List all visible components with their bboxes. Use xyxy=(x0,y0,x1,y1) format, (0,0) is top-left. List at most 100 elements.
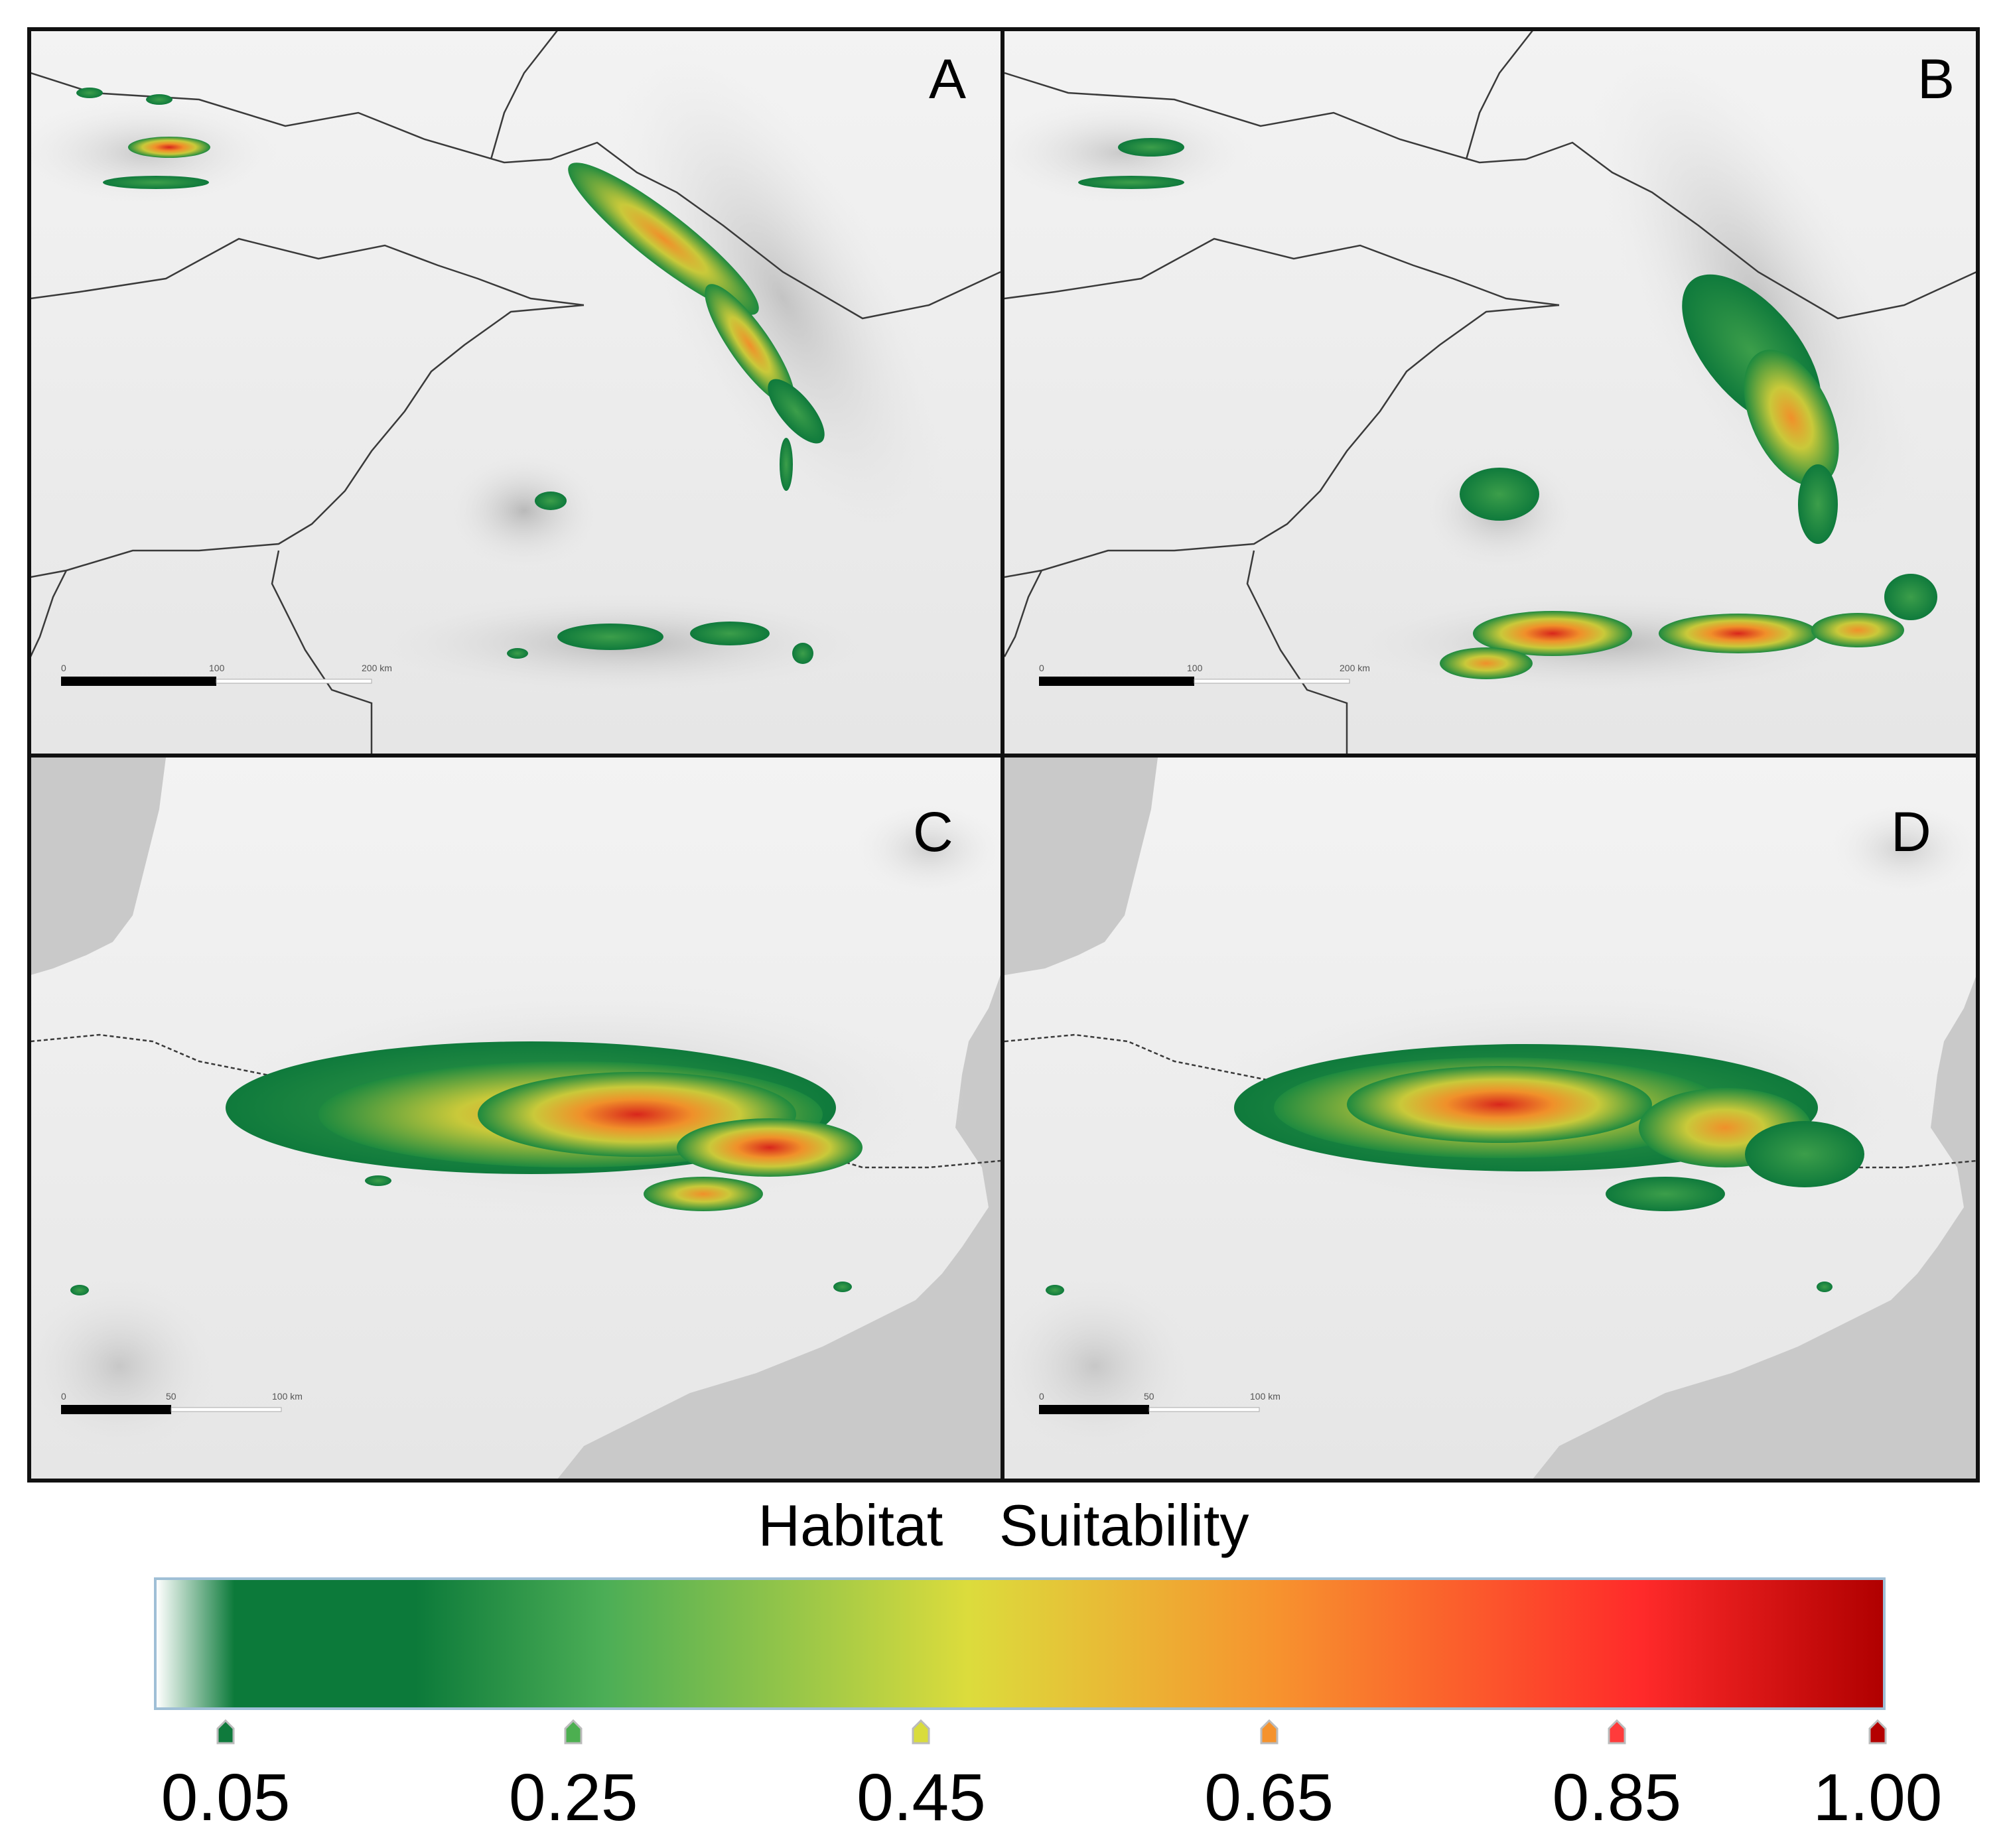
scale-tick-label: 200 km xyxy=(1340,663,1370,673)
scale-tick-label: 100 km xyxy=(272,1391,303,1402)
country-border xyxy=(1465,31,1533,160)
suitability-patch xyxy=(1606,1177,1725,1211)
legend-tick-marker xyxy=(1607,1719,1627,1745)
suitability-patch xyxy=(768,379,825,444)
legend-tick-marker xyxy=(563,1719,583,1745)
legend-title: Habitat Suitability xyxy=(0,1492,2007,1559)
legend-tick-label: 0.05 xyxy=(161,1760,291,1835)
scale-tick-label: 0 xyxy=(1039,1391,1044,1402)
panel-a-label: A xyxy=(929,48,966,110)
suitability-patch xyxy=(1473,611,1632,656)
scale-tick-label: 0 xyxy=(61,1391,66,1402)
scale-tick-label: 100 xyxy=(209,663,225,673)
legend-tick-label: 0.85 xyxy=(1552,1760,1682,1835)
country-border xyxy=(31,304,585,578)
suitability-patch xyxy=(1745,1121,1864,1187)
sea-area xyxy=(557,975,1001,1479)
legend-tick-marker xyxy=(1868,1719,1888,1745)
suitability-patch xyxy=(568,163,759,315)
legend-tick-marker xyxy=(216,1719,236,1745)
scale-bar-dark-segment xyxy=(61,1405,171,1414)
legend-tick-label: 1.00 xyxy=(1813,1760,1943,1835)
panel-c-label: C xyxy=(913,801,953,863)
suitability-patch xyxy=(1118,138,1184,157)
suitability-patch xyxy=(833,1282,852,1292)
country-border xyxy=(31,570,68,657)
suitability-patch xyxy=(146,94,173,105)
suitability-patch xyxy=(1798,464,1838,544)
legend-tick-marker xyxy=(911,1719,931,1745)
panel-d: 0 50 100 km xyxy=(1004,758,1976,1479)
scale-bar-light-segment xyxy=(216,679,372,684)
suitability-patch xyxy=(1440,647,1533,679)
suitability-patch xyxy=(705,284,795,406)
country-border xyxy=(31,72,1001,320)
legend-tick-label: 0.45 xyxy=(857,1760,986,1835)
panel-d-relief xyxy=(1831,803,1976,895)
panel-b-label: B xyxy=(1917,48,1955,110)
sea-area xyxy=(1533,975,1976,1479)
suitability-patch xyxy=(1347,1066,1652,1143)
suitability-patch xyxy=(1046,1285,1064,1295)
scale-tick-label: 50 xyxy=(1144,1391,1154,1402)
panel-b: 0 100 200 km xyxy=(1004,31,1976,754)
suitability-patch xyxy=(1659,614,1818,653)
suitability-patch xyxy=(677,1118,863,1177)
panel-d-label: D xyxy=(1891,801,1931,863)
scale-tick-label: 50 xyxy=(166,1391,176,1402)
suitability-patch xyxy=(690,622,770,645)
scale-bar-light-segment xyxy=(171,1407,282,1412)
suitability-patch xyxy=(780,438,793,491)
panel-a-relief xyxy=(445,451,604,570)
scale-bar: 0 50 100 km xyxy=(61,1391,303,1414)
scale-bar: 0 50 100 km xyxy=(1039,1391,1280,1414)
country-border xyxy=(1004,237,1560,306)
suitability-patch xyxy=(1884,574,1937,620)
sea-area xyxy=(31,758,166,975)
suitability-patch xyxy=(1744,350,1839,486)
legend-title-word: Habitat xyxy=(758,1492,943,1558)
country-border xyxy=(490,31,558,160)
scale-tick-label: 100 km xyxy=(1250,1391,1280,1402)
scale-bar-light-segment xyxy=(1194,679,1350,684)
panel-a-relief xyxy=(616,41,950,556)
suitability-patch xyxy=(365,1175,391,1186)
maps-figure: 0 100 200 km A 0 100 2 xyxy=(27,27,1980,1483)
scale-bar-dark-segment xyxy=(61,677,216,686)
sea-area xyxy=(1004,758,1158,975)
suitability-patch xyxy=(792,643,813,664)
scale-tick-label: 200 km xyxy=(362,663,392,673)
suitability-patch xyxy=(70,1285,89,1295)
country-border xyxy=(271,550,373,754)
country-border xyxy=(1004,304,1560,578)
legend-tick-label: 0.25 xyxy=(508,1760,638,1835)
scale-bar-light-segment xyxy=(1148,1407,1260,1412)
suitability-patch xyxy=(535,492,567,510)
country-border xyxy=(1004,570,1043,657)
suitability-patch xyxy=(1817,1282,1833,1292)
panel-c-relief xyxy=(31,1274,226,1459)
legend-tick-label: 0.65 xyxy=(1204,1760,1334,1835)
panel-c-relief xyxy=(856,803,1001,895)
scale-bar: 0 100 200 km xyxy=(1039,663,1370,686)
suitability-patch xyxy=(1811,613,1904,647)
scale-bar-dark-segment xyxy=(1039,677,1194,686)
country-border xyxy=(1246,550,1348,754)
legend-tick-marker xyxy=(1259,1719,1279,1745)
scale-bar: 0 100 200 km xyxy=(61,663,392,686)
suitability-patch xyxy=(644,1177,763,1211)
suitability-patch xyxy=(507,648,528,659)
habitat-suitability-colorbar xyxy=(154,1577,1886,1710)
suitability-patch xyxy=(76,88,103,98)
suitability-patch xyxy=(1078,176,1184,189)
suitability-patch xyxy=(103,176,209,189)
scale-bar-dark-segment xyxy=(1039,1405,1149,1414)
panel-c: 0 50 100 km xyxy=(31,758,1001,1479)
suitability-patch xyxy=(557,624,663,650)
country-border xyxy=(31,237,585,306)
scale-tick-label: 100 xyxy=(1187,663,1203,673)
panel-d-relief xyxy=(1004,1274,1201,1459)
legend-title-word: Suitability xyxy=(999,1492,1249,1558)
panel-a: 0 100 200 km xyxy=(31,31,1001,754)
scale-tick-label: 0 xyxy=(1039,663,1044,673)
